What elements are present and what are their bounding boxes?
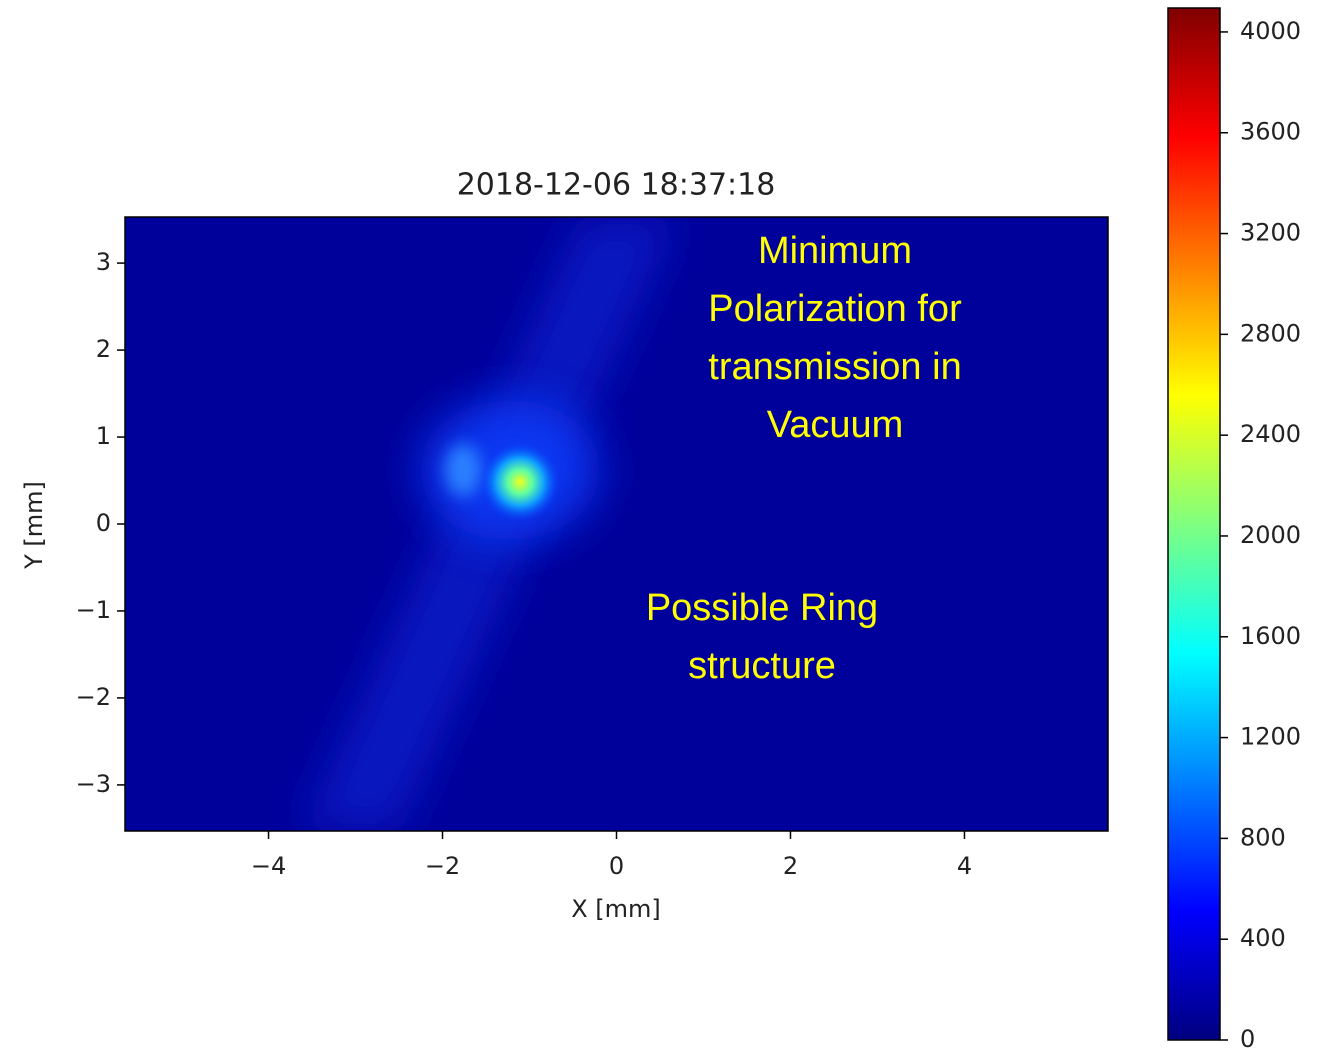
annotation: Polarization for bbox=[708, 288, 962, 330]
x-tick-label: 2 bbox=[783, 852, 798, 880]
annotation: Vacuum bbox=[767, 404, 904, 446]
colorbar-tick-label: 4000 bbox=[1240, 17, 1301, 45]
heatmap-image bbox=[125, 217, 1108, 831]
colorbar-tick-label: 1600 bbox=[1240, 622, 1301, 650]
colorbar-tick-label: 0 bbox=[1240, 1025, 1255, 1053]
y-tick-label: −3 bbox=[76, 770, 111, 798]
y-tick-label: 3 bbox=[96, 248, 111, 276]
y-tick-label: −2 bbox=[76, 683, 111, 711]
y-tick-label: −1 bbox=[76, 596, 111, 624]
x-tick-label: −4 bbox=[251, 852, 286, 880]
x-axis-label: X [mm] bbox=[571, 895, 661, 923]
colorbar bbox=[1167, 7, 1221, 1041]
colorbar-tick-label: 2400 bbox=[1240, 420, 1301, 448]
y-tick-label: 2 bbox=[96, 335, 111, 363]
y-tick-label: 1 bbox=[96, 422, 111, 450]
y-axis-label: Y [mm] bbox=[20, 481, 48, 570]
x-tick-label: −2 bbox=[425, 852, 460, 880]
annotation: transmission in bbox=[708, 346, 961, 388]
y-tick-label: 0 bbox=[96, 509, 111, 537]
colorbar-tick-label: 800 bbox=[1240, 823, 1286, 851]
annotation: Possible Ring bbox=[646, 587, 878, 629]
x-tick-label: 4 bbox=[957, 852, 972, 880]
colorbar-tick-label: 2000 bbox=[1240, 521, 1301, 549]
annotation: Minimum bbox=[758, 230, 912, 272]
colorbar-tick-label: 3600 bbox=[1240, 118, 1301, 146]
annotation: structure bbox=[688, 645, 836, 687]
chart-title: 2018-12-06 18:37:18 bbox=[457, 168, 776, 203]
colorbar-tick-label: 2800 bbox=[1240, 319, 1301, 347]
colorbar-tick-label: 1200 bbox=[1240, 723, 1301, 751]
colorbar-tick-label: 3200 bbox=[1240, 219, 1301, 247]
x-tick-label: 0 bbox=[609, 852, 624, 880]
colorbar-tick-label: 400 bbox=[1240, 924, 1286, 952]
